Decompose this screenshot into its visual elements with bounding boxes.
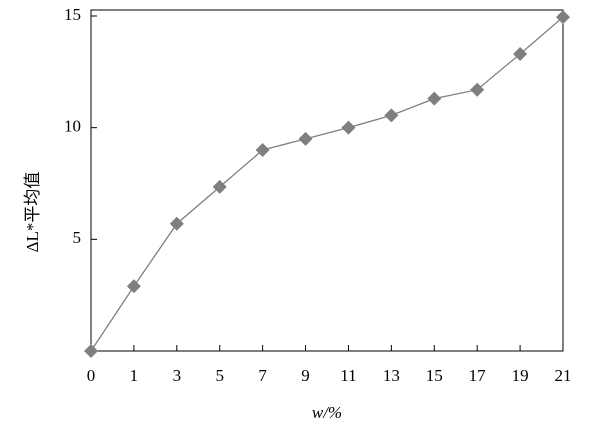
y-tick-label: 5 [73,228,82,247]
marker [212,179,227,194]
marker [169,216,184,231]
marker [126,279,141,294]
x-tick-label: 13 [383,366,400,385]
x-tick-label: 1 [130,366,139,385]
marker [470,82,485,97]
marker [84,344,98,358]
marker [427,91,442,106]
x-tick-label: 15 [426,366,443,385]
x-tick-label: 7 [258,366,267,385]
y-axis-label: ΔL*平均值 [23,172,42,253]
x-tick-label: 11 [340,366,356,385]
x-tick-label: 5 [215,366,224,385]
x-axis-label: w/% [312,403,342,422]
marker [513,46,528,61]
plot-frame [90,9,564,352]
marker [298,131,313,146]
marker [556,10,570,25]
line [90,16,564,352]
marker [341,120,356,135]
x-tick-label: 17 [469,366,487,385]
y-tick-label: 15 [64,5,81,24]
x-tick-label: 21 [555,366,572,385]
y-tick-label: 10 [64,117,81,136]
x-tick-label: 0 [87,366,96,385]
x-tick-label: 19 [512,366,529,385]
marker [384,108,399,123]
x-tick-label: 3 [173,366,182,385]
x-tick-label: 9 [301,366,310,385]
marker [255,143,270,157]
